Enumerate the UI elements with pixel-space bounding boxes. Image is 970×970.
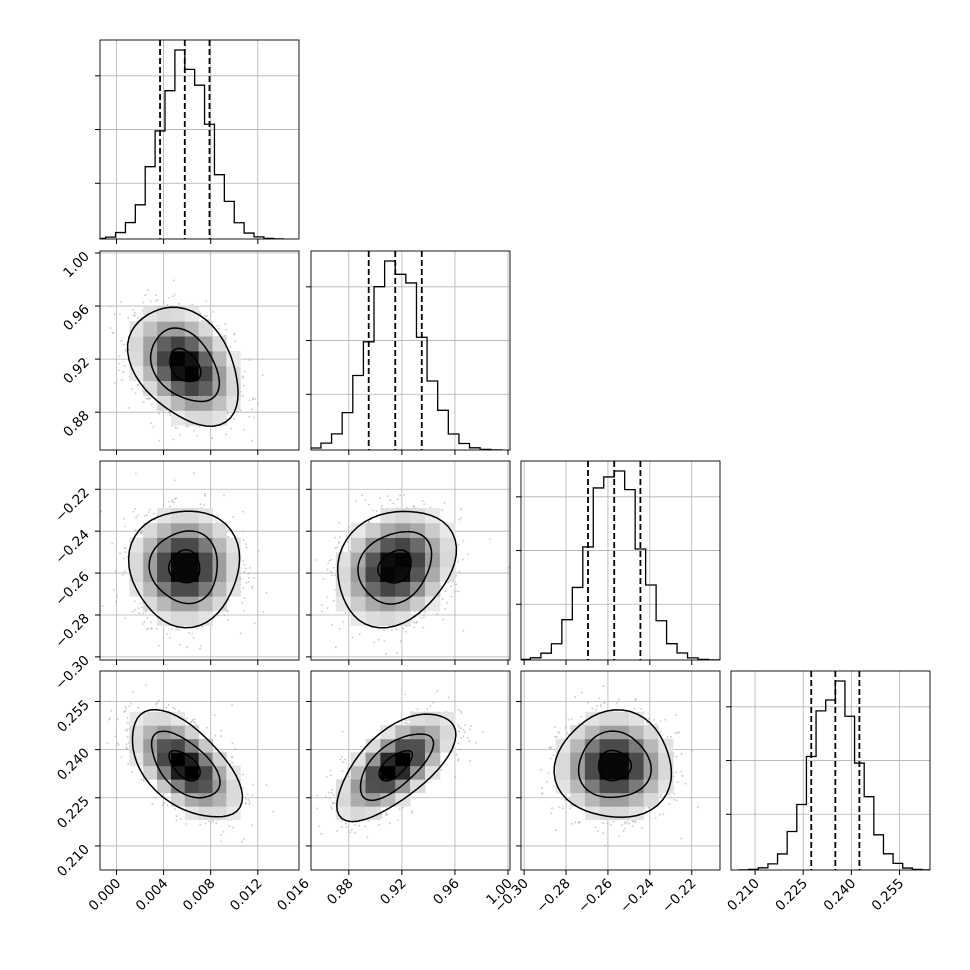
panel-frame xyxy=(730,670,931,871)
contour-line xyxy=(168,549,201,584)
x-tick-label: 0.240 xyxy=(821,876,860,915)
contour-line xyxy=(336,713,457,823)
panel-3-0 xyxy=(95,670,300,875)
y-tick-label: 0.96 xyxy=(60,302,93,335)
contour-line xyxy=(336,510,458,629)
panel-2-2 xyxy=(516,460,721,665)
contour-line xyxy=(127,510,241,629)
y-tick-label: −0.24 xyxy=(52,527,93,568)
contour-line xyxy=(577,730,652,799)
contour-line xyxy=(359,733,435,802)
contour-line xyxy=(169,347,202,383)
x-tick-label: −0.22 xyxy=(659,876,700,917)
density-cells xyxy=(335,508,456,626)
panel-frame xyxy=(310,250,511,451)
contour-line xyxy=(131,708,244,818)
gridlines xyxy=(521,461,720,660)
panel-3-3 xyxy=(726,670,931,875)
x-tick-label: 0.225 xyxy=(772,876,811,915)
x-tick-label: 0.016 xyxy=(274,876,313,915)
contour-line xyxy=(150,730,221,799)
panel-frame xyxy=(99,39,300,240)
y-tick-label: 1.00 xyxy=(60,249,93,282)
x-tick-label: 0.012 xyxy=(227,876,266,915)
panel-1-1 xyxy=(306,250,511,455)
y-tick-label: 0.92 xyxy=(60,355,93,388)
contour-line xyxy=(377,549,412,584)
density-cells xyxy=(129,306,241,426)
panel-frame xyxy=(99,460,300,661)
x-tick-label: −0.26 xyxy=(575,876,616,917)
x-tick-label: 0.88 xyxy=(324,876,357,909)
x-tick-label: 0.255 xyxy=(869,876,908,915)
x-tick-label: 0.210 xyxy=(724,876,763,915)
y-tick-label: −0.26 xyxy=(52,569,93,610)
contour-line xyxy=(597,749,633,782)
y-tick-labels: 0.88 0.92 0.96 1.00 −0.30−0.28−0.26−0.24−0.2… xyxy=(52,249,93,881)
panel-frame xyxy=(99,670,300,871)
panel-0-0 xyxy=(95,39,300,244)
gridlines xyxy=(100,40,299,239)
y-tick-label: 0.240 xyxy=(54,745,93,784)
contour-line xyxy=(168,749,201,782)
gridlines xyxy=(311,251,510,450)
contour-line xyxy=(553,709,673,819)
panel-frame xyxy=(520,670,721,871)
contour-line xyxy=(148,530,218,605)
y-tick-label: 0.88 xyxy=(60,408,93,441)
panel-2-1 xyxy=(306,460,511,665)
panel-2-0 xyxy=(95,460,300,665)
contour-line xyxy=(378,749,414,782)
panel-3-2 xyxy=(516,670,721,875)
panel-frame xyxy=(520,460,721,661)
x-tick-label: 0.000 xyxy=(86,876,125,915)
histogram-step xyxy=(311,260,503,450)
x-tick-label: 0.004 xyxy=(133,876,172,915)
panel-frame xyxy=(99,250,300,451)
x-tick-labels: 0.000 0.004 0.008 0.012 0.016 0.88 0.92 0.96 1.0… xyxy=(86,876,908,917)
x-tick-label: −0.24 xyxy=(617,876,658,917)
x-tick-label: 0.008 xyxy=(180,876,219,915)
density-cells xyxy=(129,508,241,626)
y-tick-label: 0.255 xyxy=(54,697,93,736)
y-tick-label: 0.210 xyxy=(54,841,93,880)
gridlines xyxy=(731,671,930,870)
contour-line xyxy=(149,327,221,403)
y-tick-label: −0.30 xyxy=(52,652,93,693)
y-tick-label: −0.28 xyxy=(52,611,93,652)
panel-1-0 xyxy=(95,250,300,455)
contour-line xyxy=(357,530,433,605)
x-tick-label: 0.92 xyxy=(377,876,410,909)
contour-line xyxy=(126,306,239,427)
panel-frame xyxy=(310,460,511,661)
x-tick-label: 0.96 xyxy=(430,876,463,909)
panel-3-1 xyxy=(306,670,511,875)
panel-frame xyxy=(310,670,511,871)
y-tick-label: −0.22 xyxy=(52,485,93,526)
density-cells xyxy=(129,711,241,821)
x-tick-label: −0.28 xyxy=(533,876,574,917)
y-tick-label: 0.225 xyxy=(54,793,93,832)
